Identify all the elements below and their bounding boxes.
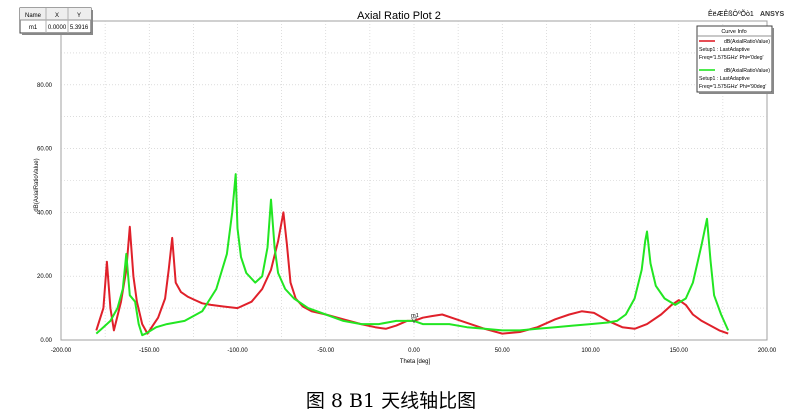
marker-m1-label: m1 (411, 313, 419, 319)
x-tick-label: 100.00 (581, 348, 600, 354)
marker-m1-triangle (411, 317, 417, 324)
y-tick-label: 80.00 (37, 83, 53, 89)
legend-title: Curve Info (721, 29, 746, 35)
marker-header-y: Y (77, 13, 81, 19)
marker-group: m1 (411, 313, 419, 324)
marker-header-x: X (55, 13, 59, 19)
y-tick-labels: 0.00 20.00 40.00 60.00 80.00 (37, 83, 53, 344)
x-tick-labels: -200.00 -150.00 -100.00 -50.00 0.00 50.00 100.… (51, 348, 777, 354)
x-tick-label: -200.00 (51, 348, 72, 354)
x-tick-label: -100.00 (227, 348, 248, 354)
marker-cell-x: 0.0000 (48, 25, 67, 31)
x-tick-label: 150.00 (670, 348, 689, 354)
legend-series2-setup: Setup1 : LastAdaptive (699, 76, 750, 82)
legend: Curve Info dB(AxialRatioValue) Setup1 : … (696, 25, 774, 94)
legend-series1-freq: Freq='1.575GHz' Phi='0deg' (699, 55, 764, 61)
marker-cell-y: 5.3916 (70, 25, 89, 31)
marker-cell-name: m1 (29, 25, 38, 31)
legend-series1-setup: Setup1 : LastAdaptive (699, 47, 750, 53)
x-tick-label: -150.00 (139, 348, 160, 354)
x-tick-label: -50.00 (317, 348, 335, 354)
brand-garbled-text: ÊëÆÊßÔºÕò1 (708, 9, 754, 18)
figure-caption: 图 8 B1 天线轴比图 (306, 390, 476, 412)
brand-company: ANSYS (760, 11, 784, 18)
y-tick-label: 20.00 (37, 274, 53, 280)
y-axis-label: dB(AxialRatioValue) (34, 158, 40, 211)
x-tick-label: 0.00 (408, 348, 420, 354)
legend-series1-name: dB(AxialRatioValue) (724, 39, 770, 45)
legend-series2-name: dB(AxialRatioValue) (724, 68, 770, 74)
legend-series2-freq: Freq='1.575GHz' Phi='90deg' (699, 84, 766, 90)
x-tick-label: 200.00 (758, 348, 777, 354)
series-line-2 (95, 173, 730, 337)
series-group (95, 173, 730, 337)
chart-title: Axial Ratio Plot 2 (357, 10, 441, 22)
y-tick-label: 40.00 (37, 210, 53, 216)
marker-table: Name X Y m1 0.0000 5.3916 (19, 7, 93, 35)
y-tick-label: 0.00 (40, 338, 52, 344)
x-axis-label: Theta [deg] (400, 359, 431, 365)
marker-header-name: Name (25, 13, 42, 19)
y-tick-label: 60.00 (37, 147, 53, 153)
x-tick-label: 50.00 (495, 348, 511, 354)
